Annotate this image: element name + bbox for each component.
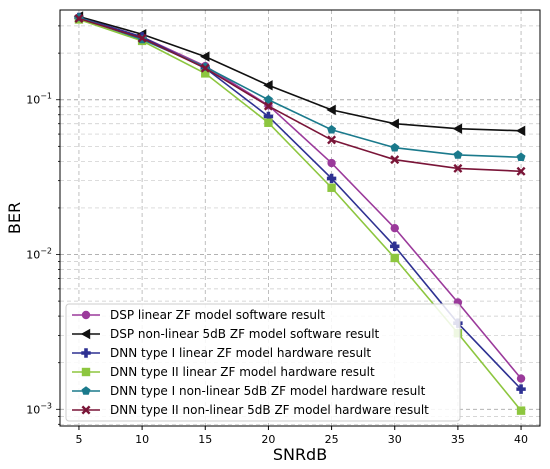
data-point	[263, 80, 273, 91]
data-point	[327, 125, 337, 134]
data-point	[263, 101, 273, 111]
x-tick-label: 25	[325, 433, 339, 446]
data-point	[326, 104, 336, 116]
data-point	[263, 111, 274, 122]
data-point	[516, 152, 526, 162]
legend-label: DNN type I non-linear 5dB ZF model hardw…	[110, 384, 426, 398]
legend-marker	[81, 386, 91, 395]
series-line	[78, 16, 522, 159]
data-point	[516, 384, 526, 394]
x-tick-label: 30	[388, 433, 402, 446]
data-point	[327, 135, 337, 145]
legend-marker	[81, 348, 91, 358]
data-point	[326, 173, 337, 184]
data-point	[516, 374, 526, 383]
y-tick-label: 10−3	[26, 401, 52, 416]
data-point	[201, 69, 210, 78]
x-tick-label: 40	[514, 433, 528, 446]
plot-frame	[59, 9, 541, 427]
legend-entry: DNN type II linear ZF model hardware res…	[72, 365, 375, 379]
y-axis-label: BER	[5, 202, 24, 234]
x-tick-label: 35	[451, 433, 465, 446]
x-tick-label: 20	[261, 433, 275, 446]
legend-marker	[80, 328, 91, 340]
data-point	[200, 63, 210, 73]
data-point	[137, 33, 147, 43]
legend-marker	[81, 367, 91, 377]
legend-entry: DSP non-linear 5dB ZF model software res…	[72, 327, 380, 341]
legend-label: DNN type I linear ZF model hardware resu…	[110, 346, 371, 360]
data-point	[452, 123, 463, 134]
x-axis-label: SNRdB	[273, 445, 327, 464]
data-point	[516, 166, 526, 176]
data-point	[264, 118, 273, 127]
data-point	[390, 155, 400, 165]
y-tick-label: 10−1	[26, 92, 52, 107]
data-point	[516, 406, 526, 415]
data-point	[390, 142, 400, 152]
series-line	[78, 15, 522, 132]
data-point	[390, 253, 399, 263]
data-point	[74, 13, 84, 23]
legend-label: DNN type II non-linear 5dB ZF model hard…	[110, 403, 429, 417]
data-point	[453, 163, 463, 173]
data-point	[390, 241, 400, 252]
data-point	[327, 158, 336, 168]
axes: 5 10 15 20 25 30 35 40 10−1 10−2 10−3	[26, 25, 528, 446]
legend-label: DSP non-linear 5dB ZF model software res…	[110, 327, 380, 341]
legend-marker	[81, 405, 91, 415]
legend-marker	[81, 310, 91, 320]
series-6	[74, 13, 526, 176]
x-tick-label: 15	[198, 433, 212, 446]
series-line	[78, 17, 522, 173]
legend: DSP linear ZF model software result DSP n…	[65, 303, 461, 422]
legend-label: DSP linear ZF model software result	[110, 308, 325, 322]
data-point	[390, 223, 399, 233]
x-tick-label: 10	[135, 433, 149, 446]
data-point	[515, 125, 526, 136]
data-point	[389, 118, 399, 129]
legend-entry: DSP linear ZF model software result	[72, 308, 325, 322]
x-tick-label: 5	[75, 433, 82, 446]
data-point	[263, 95, 273, 104]
legend-box	[65, 303, 461, 422]
data-point	[200, 51, 210, 62]
legend-entry: DNN type II non-linear 5dB ZF model hard…	[72, 403, 429, 417]
y-tick-label: 10−2	[26, 247, 52, 262]
data-point	[453, 150, 463, 159]
legend-entry: DNN type I non-linear 5dB ZF model hardw…	[72, 384, 426, 398]
legend-entry: DNN type I linear ZF model hardware resu…	[72, 346, 371, 360]
data-point	[327, 183, 336, 192]
legend-label: DNN type II linear ZF model hardware res…	[110, 365, 375, 379]
